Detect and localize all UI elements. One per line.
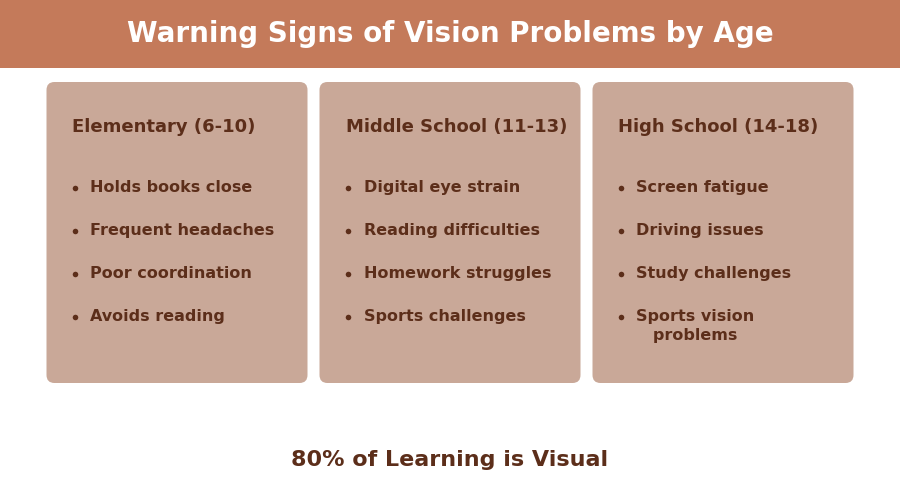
FancyBboxPatch shape	[47, 82, 308, 383]
Text: High School (14-18): High School (14-18)	[618, 118, 819, 136]
Text: Screen fatigue: Screen fatigue	[636, 180, 770, 195]
Text: Homework struggles: Homework struggles	[364, 266, 551, 281]
Text: Reading difficulties: Reading difficulties	[364, 223, 539, 238]
Text: Holds books close: Holds books close	[91, 180, 253, 195]
Text: 80% of Learning is Visual: 80% of Learning is Visual	[292, 450, 608, 470]
Text: Poor coordination: Poor coordination	[91, 266, 252, 281]
Text: Sports challenges: Sports challenges	[364, 309, 526, 324]
Text: Sports vision
   problems: Sports vision problems	[636, 309, 755, 342]
FancyBboxPatch shape	[592, 82, 853, 383]
Text: Study challenges: Study challenges	[636, 266, 792, 281]
FancyBboxPatch shape	[320, 82, 580, 383]
Text: Digital eye strain: Digital eye strain	[364, 180, 520, 195]
Text: Middle School (11-13): Middle School (11-13)	[346, 118, 567, 136]
Text: Avoids reading: Avoids reading	[91, 309, 225, 324]
FancyBboxPatch shape	[0, 0, 900, 68]
Text: Frequent headaches: Frequent headaches	[91, 223, 274, 238]
Text: Elementary (6-10): Elementary (6-10)	[73, 118, 256, 136]
Text: Driving issues: Driving issues	[636, 223, 764, 238]
Text: Warning Signs of Vision Problems by Age: Warning Signs of Vision Problems by Age	[127, 20, 773, 48]
